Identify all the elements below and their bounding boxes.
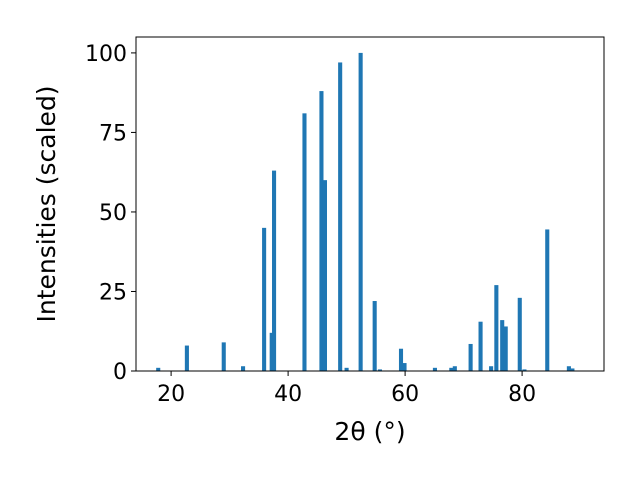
- x-axis-label: 2θ (°): [334, 417, 405, 446]
- bar: [372, 301, 377, 371]
- bar: [468, 343, 473, 371]
- x-tick-label: 60: [391, 382, 419, 407]
- bar: [517, 297, 522, 371]
- bar: [338, 62, 343, 371]
- bar: [566, 366, 571, 371]
- x-tick-label: 80: [508, 382, 536, 407]
- bar: [358, 52, 363, 372]
- bar: [272, 170, 277, 371]
- plot-frame: [135, 36, 605, 372]
- bar: [302, 113, 307, 371]
- bar: [452, 366, 457, 371]
- y-axis-ticks: 0 25 50 75 100: [85, 42, 136, 385]
- x-tick-label: 20: [157, 382, 185, 407]
- bar: [269, 332, 274, 371]
- y-tick-label: 0: [113, 360, 127, 385]
- bar: [489, 366, 494, 371]
- bar: [432, 367, 437, 371]
- bar: [449, 367, 454, 371]
- bar: [377, 369, 382, 371]
- bar: [319, 91, 324, 371]
- bar: [184, 345, 189, 371]
- bar: [156, 367, 161, 371]
- bar: [344, 367, 349, 371]
- bar: [398, 348, 404, 371]
- bar: [570, 368, 575, 371]
- bar: [500, 320, 505, 371]
- y-tick-label: 75: [99, 121, 127, 146]
- bar: [262, 227, 267, 371]
- y-tick-label: 100: [85, 42, 127, 67]
- x-tick-label: 40: [274, 382, 302, 407]
- bar: [545, 229, 550, 371]
- y-tick-label: 50: [99, 201, 127, 226]
- x-axis-ticks: 20 40 60 80: [157, 371, 536, 407]
- bars-group: [156, 52, 575, 372]
- bar: [478, 321, 483, 371]
- bar: [241, 366, 246, 371]
- bar: [402, 363, 407, 371]
- bar: [221, 342, 226, 371]
- y-axis-label: Intensities (scaled): [32, 85, 61, 322]
- bar: [522, 369, 527, 371]
- bar: [503, 326, 508, 371]
- y-tick-label: 25: [99, 280, 127, 305]
- bar: [322, 180, 327, 371]
- bar: [494, 285, 499, 371]
